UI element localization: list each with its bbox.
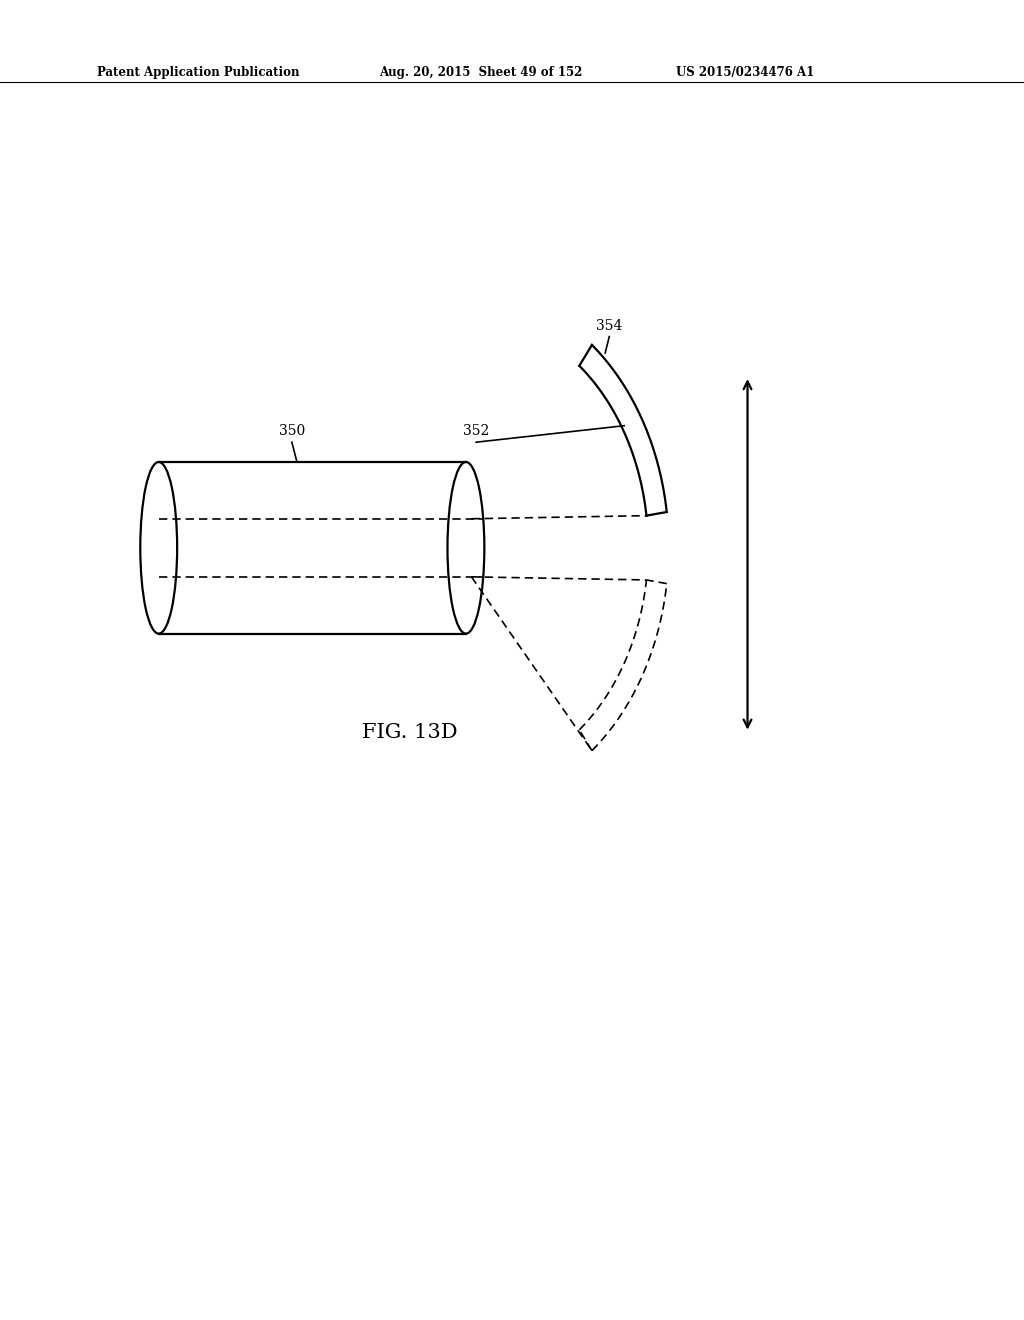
Text: Aug. 20, 2015  Sheet 49 of 152: Aug. 20, 2015 Sheet 49 of 152 [379,66,583,79]
Text: Patent Application Publication: Patent Application Publication [97,66,300,79]
Text: 354: 354 [596,318,623,333]
Text: US 2015/0234476 A1: US 2015/0234476 A1 [676,66,814,79]
Text: 350: 350 [279,424,305,438]
Text: FIG. 13D: FIG. 13D [361,723,458,742]
Text: 352: 352 [463,424,489,438]
